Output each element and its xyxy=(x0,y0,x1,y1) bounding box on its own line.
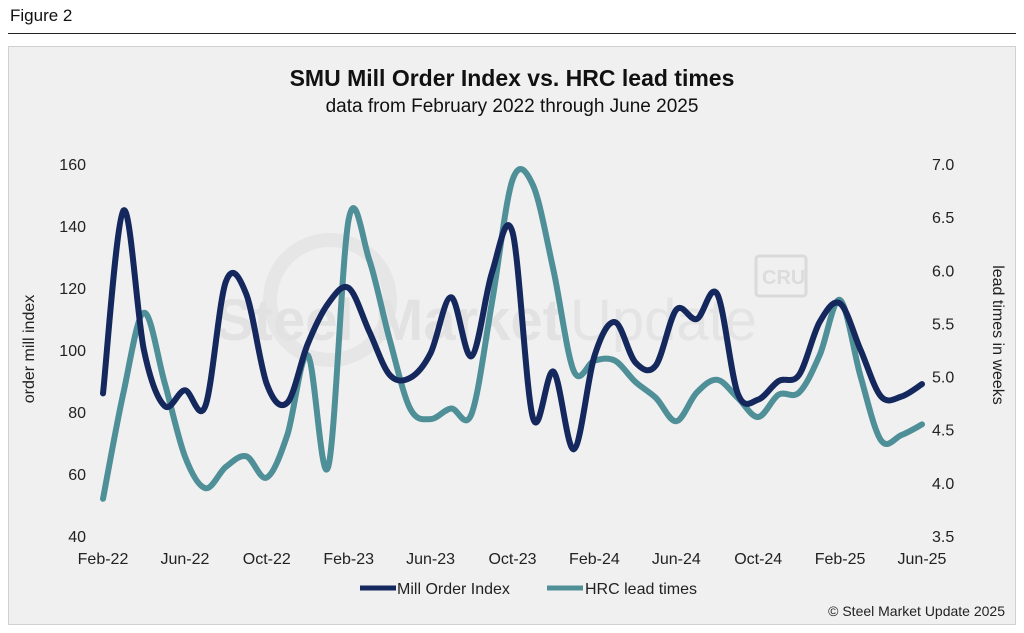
watermark-badge-text: CRU xyxy=(762,267,805,289)
y2-tick-label: 4.0 xyxy=(932,476,954,493)
x-tick-label: Oct-23 xyxy=(488,551,536,568)
series-line-hrc-lead-times xyxy=(100,166,925,502)
x-tick-label: Feb-22 xyxy=(78,551,129,568)
figure-rule xyxy=(8,33,1016,34)
y-tick-label: 80 xyxy=(68,405,86,422)
y-tick-label: 120 xyxy=(59,281,86,298)
x-tick-label: Jun-25 xyxy=(898,551,947,568)
chart-title: SMU Mill Order Index vs. HRC lead times xyxy=(290,65,735,91)
y-tick-label: 100 xyxy=(59,343,86,360)
legend: Mill Order Index HRC lead times xyxy=(360,581,697,598)
y2-axis-ticks: 3.5 4.0 4.5 5.0 5.5 6.0 6.5 7.0 xyxy=(932,157,954,546)
watermark-badge xyxy=(754,254,808,298)
figure-label: Figure 2 xyxy=(10,6,73,25)
y-tick-label: 140 xyxy=(59,219,86,236)
y2-tick-label: 6.0 xyxy=(932,263,954,280)
y2-tick-label: 5.0 xyxy=(932,370,954,387)
y2-axis-title: lead times in weeks xyxy=(989,265,1006,405)
y-axis-ticks: 40 60 80 100 120 140 160 xyxy=(59,157,86,546)
x-tick-label: Jun-23 xyxy=(406,551,455,568)
source-credit: © Steel Market Update 2025 xyxy=(828,603,1005,619)
y2-tick-label: 7.0 xyxy=(932,157,954,174)
y-axis-title: order mill index xyxy=(21,295,38,403)
chart-subtitle: data from February 2022 through June 202… xyxy=(326,96,699,117)
series-line-mill-order-index xyxy=(100,207,925,453)
x-tick-label: Jun-24 xyxy=(652,551,701,568)
watermark-swoosh xyxy=(263,233,397,367)
y2-tick-label: 3.5 xyxy=(932,529,954,546)
legend-label-hrc-lead-times: HRC lead times xyxy=(585,581,697,598)
chart-panel xyxy=(8,46,1016,625)
x-tick-label: Oct-24 xyxy=(734,551,782,568)
x-tick-label: Jun-22 xyxy=(160,551,209,568)
y-tick-label: 160 xyxy=(59,157,86,174)
x-axis-ticks: Feb-22 Jun-22 Oct-22 Feb-23 Jun-23 Oct-23 Feb-… xyxy=(78,551,947,568)
y2-tick-label: 4.5 xyxy=(932,423,954,440)
x-tick-label: Feb-23 xyxy=(323,551,374,568)
watermark-text-market: Market xyxy=(375,288,562,353)
x-tick-label: Feb-24 xyxy=(569,551,620,568)
y-tick-label: 60 xyxy=(68,467,86,484)
y2-tick-label: 5.5 xyxy=(932,316,954,333)
x-tick-label: Oct-22 xyxy=(243,551,291,568)
y2-tick-label: 6.5 xyxy=(932,210,954,227)
y-tick-label: 40 xyxy=(68,529,86,546)
legend-label-mill-order-index: Mill Order Index xyxy=(397,581,510,598)
x-tick-label: Feb-25 xyxy=(815,551,866,568)
